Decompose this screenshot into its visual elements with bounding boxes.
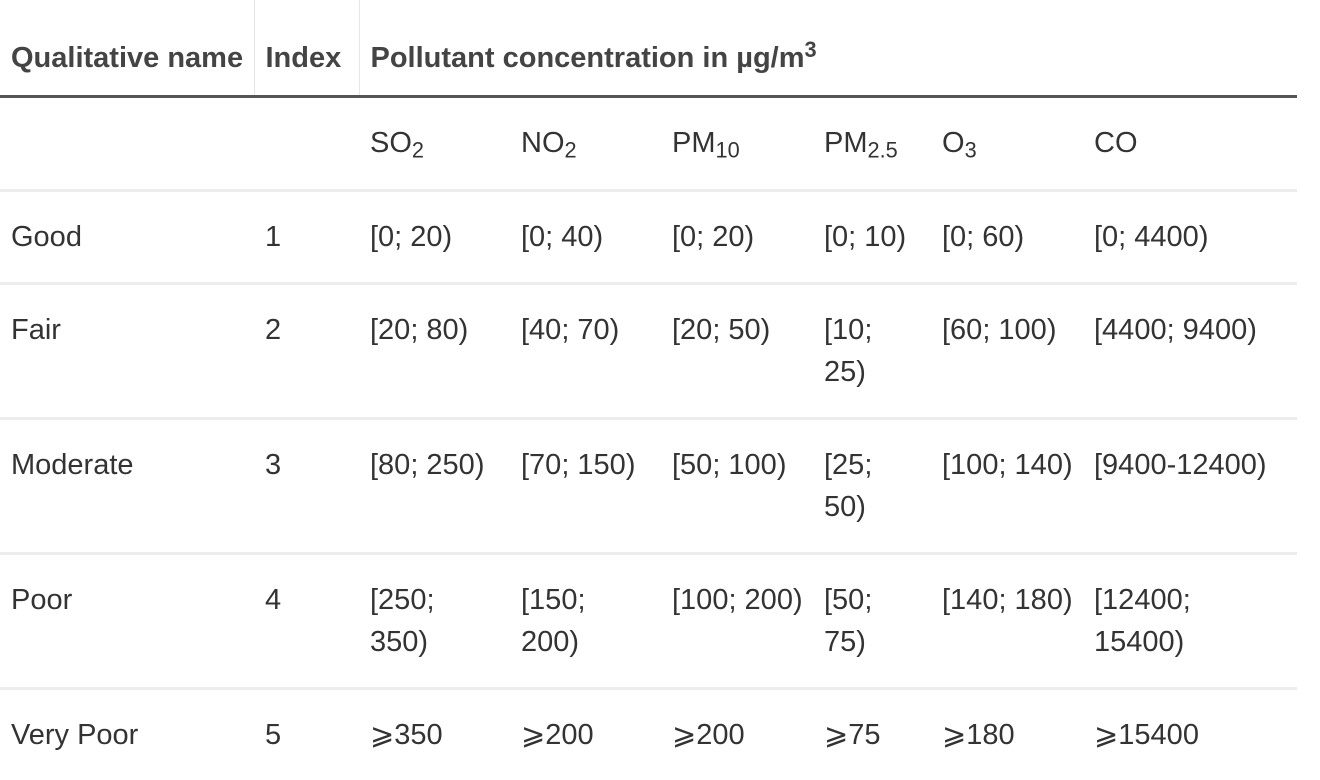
table-body: SO2 NO2 PM10 PM2.5 O3 CO Good 1 [0; 20) [0;…: [0, 96, 1298, 780]
header-index: Index: [254, 0, 360, 98]
pollutant-pm25: PM2.5: [813, 96, 931, 192]
pollutant-no2: NO2: [510, 96, 661, 192]
table-row: Poor 4 [250; 350) [150; 200) [100; 200) [50; …: [0, 553, 1298, 690]
concentration-cell: [20; 50): [661, 283, 813, 420]
index-cell: 5: [265, 719, 282, 751]
concentration-cell: [4400; 9400): [1083, 283, 1298, 420]
header-pollutant-concentration: Pollutant concentration in µg/m3: [359, 0, 1298, 98]
qualitative-name-cell: Very Poor: [11, 719, 139, 751]
empty-cell: [254, 96, 359, 192]
pollutant-names-row: SO2 NO2 PM10 PM2.5 O3 CO: [0, 96, 1298, 192]
concentration-cell: [0; 60): [931, 190, 1083, 285]
table-row: Good 1 [0; 20) [0; 40) [0; 20) [0; 10) [0; 60)…: [0, 190, 1298, 285]
concentration-cell: [10; 25): [813, 283, 931, 420]
concentration-cell: [40; 70): [510, 283, 661, 420]
empty-cell: [0, 96, 254, 192]
header-concentration-text: Pollutant concentration in µg/m: [370, 42, 805, 74]
concentration-cell: ⩾200: [521, 719, 594, 751]
concentration-cell: ⩾350: [370, 719, 443, 751]
concentration-cell: [60; 100): [931, 283, 1083, 420]
concentration-cell: ⩾75: [824, 719, 881, 751]
concentration-cell: ⩾180: [942, 719, 1015, 751]
index-cell: 4: [254, 553, 359, 690]
concentration-cell: [0; 10): [813, 190, 931, 285]
qualitative-name-cell: Moderate: [0, 418, 254, 555]
concentration-cell: ⩾15400: [1094, 719, 1199, 751]
concentration-cell: [140; 180): [931, 553, 1083, 690]
table-header: Qualitative name Index Pollutant concent…: [0, 0, 1298, 98]
table-row: Very Poor 5 ⩾350 ⩾200 ⩾200 ⩾75 ⩾180 ⩾15400: [0, 689, 1297, 780]
pollutant-so2: SO2: [359, 96, 510, 192]
qualitative-name-cell: Fair: [0, 283, 254, 420]
concentration-cell: [80; 250): [359, 418, 510, 555]
concentration-cell: [250; 350): [359, 553, 510, 690]
concentration-cell: [150; 200): [510, 553, 661, 690]
table-row: Fair 2 [20; 80) [40; 70) [20; 50) [10; 25) [60…: [0, 283, 1298, 420]
header-concentration-exponent: 3: [804, 37, 817, 63]
qualitative-name-cell: Good: [0, 190, 254, 285]
concentration-cell: [100; 200): [661, 553, 813, 690]
table-row: Moderate 3 [80; 250) [70; 150) [50; 100) [25;…: [0, 418, 1298, 555]
concentration-cell: [25; 50): [813, 418, 931, 555]
pollutant-pm10: PM10: [661, 96, 813, 192]
concentration-cell: [12400; 15400): [1083, 553, 1298, 690]
qualitative-name-cell: Poor: [0, 553, 254, 690]
concentration-cell: [50; 75): [813, 553, 931, 690]
concentration-cell: [20; 80): [359, 283, 510, 420]
concentration-cell: [0; 20): [359, 190, 510, 285]
header-row: Qualitative name Index Pollutant concent…: [0, 0, 1298, 98]
concentration-cell: [100; 140): [931, 418, 1083, 555]
pollutant-co: CO: [1083, 96, 1298, 192]
concentration-cell: [0; 40): [510, 190, 661, 285]
index-cell: 2: [254, 283, 359, 420]
concentration-cell: [50; 100): [661, 418, 813, 555]
pollutant-o3: O3: [931, 96, 1083, 192]
concentration-cell: ⩾200: [672, 719, 745, 751]
concentration-cell: [0; 4400): [1083, 190, 1298, 285]
index-cell: 1: [254, 190, 359, 285]
header-qualitative-name: Qualitative name: [0, 0, 255, 98]
concentration-cell: [9400-12400): [1083, 418, 1298, 555]
concentration-cell: [0; 20): [661, 190, 813, 285]
concentration-cell: [70; 150): [510, 418, 661, 555]
index-cell: 3: [254, 418, 359, 555]
